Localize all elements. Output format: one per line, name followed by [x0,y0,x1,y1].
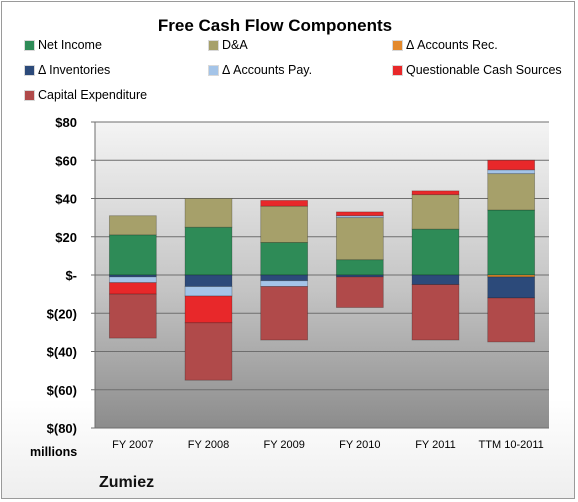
legend-label: D&A [222,38,248,52]
x-tick-label: TTM 10-2011 [479,439,544,451]
legend-label: Capital Expenditure [38,88,148,102]
bar-d-a [260,205,309,243]
x-tick-label: FY 2011 [415,439,456,451]
x-tick-label: FY 2007 [112,439,153,451]
legend-swatch [25,65,34,75]
units-label: millions [30,445,78,459]
x-tick-label: FY 2010 [339,439,380,451]
bar-capital-expenditure [108,293,157,339]
y-tick-label: $(20) [47,306,77,321]
bar-d-a [335,217,384,261]
bar-net-income [487,209,536,276]
y-tick-label: $40 [55,192,77,207]
legend-item-questionable-cash-sources: Questionable Cash Sources [393,63,562,77]
y-tick-label: $(60) [47,383,77,398]
bar-capital-expenditure [335,276,384,308]
legend-item-capital-expenditure: Capital Expenditure [25,88,147,102]
bar-questionable-cash-sources [411,190,460,196]
bar-net-income [335,259,384,276]
bar-questionable-cash-sources [260,200,309,207]
legend-swatch [25,40,34,50]
bar-d-a [487,173,536,211]
bar-net-income [260,242,309,276]
bar-accounts-pay [108,276,157,284]
y-tick-label: $20 [55,230,77,245]
legend-swatch [393,40,402,50]
legend-item-inventories: Δ Inventories [25,63,110,77]
y-tick-label: $80 [55,115,77,130]
company-name: Zumiez [99,474,155,491]
bar-accounts-pay [260,280,309,287]
bar-capital-expenditure [411,284,460,341]
bar-questionable-cash-sources [335,211,384,217]
bar-net-income [108,234,157,276]
legend-swatch [209,65,218,75]
bar-d-a [411,194,460,230]
x-tick-label: FY 2009 [263,439,304,451]
bar-inventories [411,274,460,285]
y-tick-label: $60 [55,153,77,168]
bar-inventories [260,274,309,282]
bar-net-income [184,226,233,276]
bar-capital-expenditure [184,322,233,381]
bar-capital-expenditure [487,297,536,343]
legend-label: Δ Inventories [38,63,111,77]
y-tick-label: $(80) [47,421,77,436]
legend-swatch [25,90,34,100]
legend-label: Questionable Cash Sources [406,63,562,77]
y-tick-label: $(40) [47,345,77,360]
legend-label: Δ Accounts Rec. [406,38,498,52]
chart-title: Free Cash Flow Components [157,16,393,35]
bar-accounts-pay [184,286,233,297]
bar-inventories [487,276,536,299]
bar-questionable-cash-sources [108,282,157,295]
legend-item-accounts-pay: Δ Accounts Pay. [209,63,312,77]
bar-accounts-pay [487,169,536,175]
bar-inventories [184,274,233,287]
legend-label: Net Income [38,38,102,52]
x-tick-label: FY 2008 [188,439,229,451]
bar-capital-expenditure [260,286,309,341]
bar-questionable-cash-sources [487,159,536,171]
legend-item-d-a: D&A [209,38,248,52]
y-tick-label: $- [65,268,77,283]
bar-net-income [411,228,460,276]
legend-swatch [209,40,218,50]
legend-swatch [393,65,402,75]
bar-questionable-cash-sources [184,295,233,324]
legend-item-accounts-rec: Δ Accounts Rec. [393,38,498,52]
legend-item-net-income: Net Income [25,38,102,52]
bar-d-a [108,215,157,236]
legend-label: Δ Accounts Pay. [222,63,313,77]
bar-d-a [184,198,233,228]
